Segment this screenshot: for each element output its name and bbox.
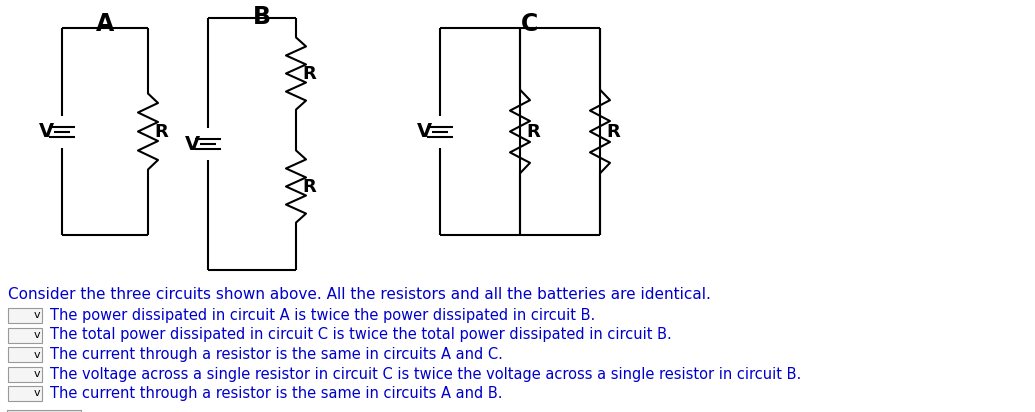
Text: The current through a resistor is the same in circuits A and C.: The current through a resistor is the sa…	[50, 347, 503, 362]
Text: The power dissipated in circuit A is twice the power dissipated in circuit B.: The power dissipated in circuit A is twi…	[50, 308, 595, 323]
Text: C: C	[522, 12, 538, 36]
Text: R: R	[302, 178, 316, 196]
Text: R: R	[607, 122, 620, 140]
Text: B: B	[253, 5, 271, 29]
Text: v: v	[34, 330, 40, 340]
Text: R: R	[154, 122, 168, 140]
Text: R: R	[526, 122, 539, 140]
Text: V: V	[417, 122, 432, 141]
Text: R: R	[302, 65, 316, 82]
Text: The voltage across a single resistor in circuit C is twice the voltage across a : The voltage across a single resistor in …	[50, 367, 801, 382]
FancyBboxPatch shape	[8, 308, 42, 323]
FancyBboxPatch shape	[8, 386, 42, 401]
Text: v: v	[34, 349, 40, 360]
FancyBboxPatch shape	[8, 328, 42, 342]
FancyBboxPatch shape	[8, 367, 42, 382]
FancyBboxPatch shape	[7, 410, 81, 412]
Text: Consider the three circuits shown above. All the resistors and all the batteries: Consider the three circuits shown above.…	[8, 287, 711, 302]
Text: v: v	[34, 311, 40, 321]
Text: v: v	[34, 389, 40, 398]
Text: v: v	[34, 369, 40, 379]
Text: The total power dissipated in circuit C is twice the total power dissipated in c: The total power dissipated in circuit C …	[50, 328, 672, 342]
Text: V: V	[39, 122, 54, 141]
FancyBboxPatch shape	[8, 347, 42, 362]
Text: The current through a resistor is the same in circuits A and B.: The current through a resistor is the sa…	[50, 386, 503, 401]
Text: V: V	[185, 134, 200, 154]
Text: A: A	[96, 12, 114, 36]
